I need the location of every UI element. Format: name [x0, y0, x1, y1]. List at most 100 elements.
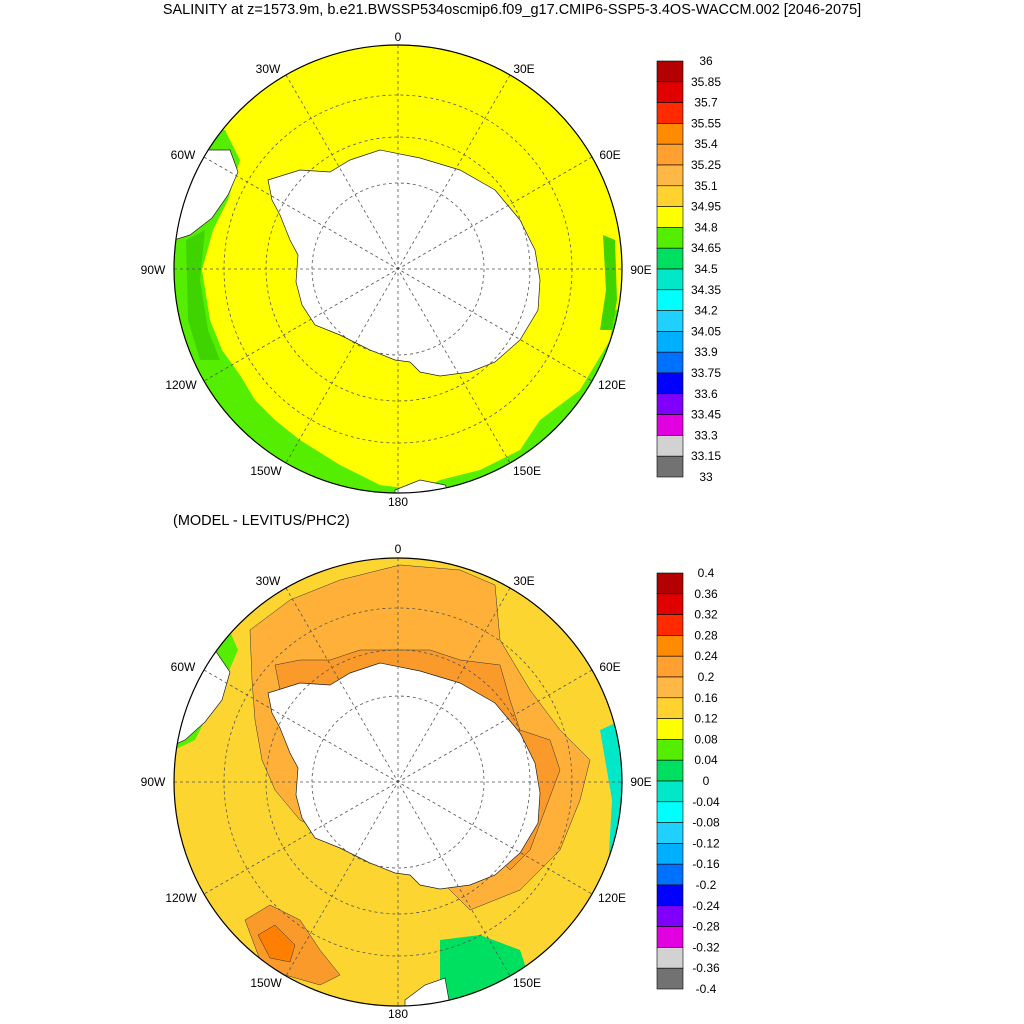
- top-lon-label-90e: 90E: [630, 263, 651, 277]
- top-colorbar-swatch-16: [656, 393, 684, 415]
- top-colorbar-swatch-9: [656, 247, 684, 270]
- bottom-colorbar-label-7: 0.12: [694, 712, 718, 726]
- top-colorbar-label-9: 34.65: [691, 241, 721, 255]
- bottom-lon-label-60w: 60W: [171, 660, 196, 674]
- bottom-colorbar-swatch-1: [656, 593, 684, 615]
- bottom-lon-label-60e: 60E: [599, 660, 620, 674]
- bottom-colorbar-swatch-3: [656, 635, 684, 657]
- bottom-colorbar-swatch-6: [656, 697, 684, 719]
- bottom-colorbar-label-20: -0.4: [696, 982, 717, 996]
- top-colorbar-label-8: 34.8: [694, 220, 718, 234]
- top-lon-label-60w: 60W: [171, 148, 196, 162]
- bottom-colorbar-label-14: -0.16: [692, 857, 720, 871]
- bottom-colorbar-label-10: 0: [703, 774, 710, 788]
- top-green-east-strip: [600, 235, 617, 330]
- top-colorbar-label-16: 33.6: [694, 387, 718, 401]
- top-colorbar-swatch-5: [656, 164, 684, 187]
- top-polar-map: [173, 44, 623, 494]
- top-colorbar-label-14: 33.9: [694, 345, 718, 359]
- bottom-graticule: [174, 558, 622, 1006]
- top-colorbar-swatch-19: [656, 455, 684, 478]
- top-colorbar-label-4: 35.4: [694, 137, 718, 151]
- top-colorbar-label-18: 33.3: [694, 428, 718, 442]
- bottom-deep-orange-blob: [257, 924, 296, 963]
- top-colorbar-swatch-14: [656, 351, 684, 374]
- bottom-colorbar-label-19: -0.36: [692, 961, 720, 975]
- top-antarctica: [267, 149, 541, 377]
- difference-subtitle: (MODEL - LEVITUS/PHC2): [173, 513, 350, 529]
- top-colorbar-swatch-1: [656, 81, 684, 103]
- top-lon-label-30w: 30W: [256, 62, 281, 76]
- top-colorbar-label-17: 33.45: [691, 408, 721, 422]
- top-colorbar-swatch-7: [656, 206, 684, 228]
- top-colorbar-swatch-8: [656, 227, 684, 249]
- bottom-colorbar-label-3: 0.28: [694, 628, 718, 642]
- bottom-colorbar-swatch-8: [656, 739, 684, 761]
- top-lon-label-120e: 120E: [598, 378, 626, 392]
- top-colorbar-label-5: 35.25: [691, 158, 721, 172]
- top-colorbar-label-3: 35.55: [691, 116, 721, 130]
- top-colorbar-swatch-3: [656, 123, 684, 145]
- bottom-colorbar-swatch-2: [656, 614, 684, 636]
- top-colorbar-label-0: 36: [699, 54, 713, 68]
- bottom-colorbar-swatch-13: [656, 843, 684, 865]
- bottom-lon-label-150w: 150W: [250, 976, 282, 990]
- bottom-colorbar-label-18: -0.32: [692, 940, 720, 954]
- bottom-colorbar: 0.4 0.36 0.32 0.28 0.24 0.2 0.16 0.12 0.08 0.04 0 -…: [656, 566, 720, 996]
- top-lon-label-60e: 60E: [599, 148, 620, 162]
- top-lon-label-180: 180: [388, 495, 408, 509]
- bottom-colorbar-swatch-7: [656, 718, 684, 740]
- bottom-lon-label-180: 180: [388, 1007, 408, 1021]
- bottom-antarctica: [267, 662, 541, 890]
- bottom-colorbar-swatch-14: [656, 863, 684, 886]
- top-colorbar-label-11: 34.35: [691, 283, 721, 297]
- bottom-colorbar-label-5: 0.2: [698, 670, 715, 684]
- bottom-colorbar-swatch-12: [656, 822, 684, 844]
- top-colorbar-swatch-18: [656, 435, 684, 457]
- top-colorbar-swatch-6: [656, 185, 684, 207]
- bottom-colorbar-label-15: -0.2: [696, 878, 717, 892]
- bottom-colorbar-label-9: 0.04: [694, 753, 718, 767]
- top-colorbar-swatch-0: [656, 60, 684, 83]
- bottom-colorbar-swatch-17: [656, 926, 684, 948]
- top-green-darker-strip: [186, 230, 220, 360]
- top-colorbar-label-10: 34.5: [694, 262, 718, 276]
- bottom-colorbar-swatch-5: [656, 676, 684, 699]
- top-colorbar-swatch-2: [656, 102, 684, 124]
- top-colorbar-swatch-13: [656, 331, 684, 353]
- bottom-colorbar-swatch-19: [656, 967, 684, 990]
- bottom-lon-label-30e: 30E: [513, 574, 534, 588]
- top-colorbar-label-2: 35.7: [694, 96, 718, 110]
- bottom-colorbar-swatch-10: [656, 780, 684, 803]
- bottom-lon-label-90e: 90E: [630, 775, 651, 789]
- bottom-colorbar-swatch-15: [656, 884, 684, 907]
- bottom-colorbar-label-8: 0.08: [694, 732, 718, 746]
- bottom-lon-label-0: 0: [395, 542, 402, 556]
- top-map-border: [173, 44, 623, 494]
- top-colorbar: 36 35.85 35.7 35.55 35.4 35.25 35.1 34.95 34.8 34…: [656, 54, 721, 484]
- top-colorbar-label-19: 33.15: [691, 449, 721, 463]
- bottom-colorbar-label-0: 0.4: [698, 566, 715, 580]
- top-colorbar-swatch-4: [656, 143, 684, 166]
- top-lon-label-120w: 120W: [165, 378, 197, 392]
- top-colorbar-label-12: 34.2: [694, 304, 718, 318]
- figure-title: SALINITY at z=1573.9m, b.e21.BWSSP534osc…: [162, 2, 862, 18]
- top-colorbar-label-15: 33.75: [691, 366, 721, 380]
- bottom-colorbar-label-12: -0.08: [692, 816, 720, 830]
- top-lon-label-150e: 150E: [513, 464, 541, 478]
- bottom-colorbar-label-2: 0.32: [694, 608, 718, 622]
- top-colorbar-label-6: 35.1: [694, 179, 718, 193]
- top-colorbar-swatch-11: [656, 289, 684, 311]
- bottom-lon-label-90w: 90W: [141, 775, 166, 789]
- bottom-colorbar-swatch-16: [656, 905, 684, 927]
- top-colorbar-swatch-15: [656, 372, 684, 395]
- bottom-lon-label-120e: 120E: [598, 891, 626, 905]
- bottom-map-border: [173, 557, 623, 1007]
- top-colorbar-label-13: 34.05: [691, 324, 721, 338]
- bottom-polar-map: [173, 557, 623, 1007]
- top-lon-label-90w: 90W: [141, 263, 166, 277]
- top-green-band-west: [174, 130, 622, 493]
- bottom-colorbar-label-13: -0.12: [692, 836, 720, 850]
- top-colorbar-label-7: 34.95: [691, 200, 721, 214]
